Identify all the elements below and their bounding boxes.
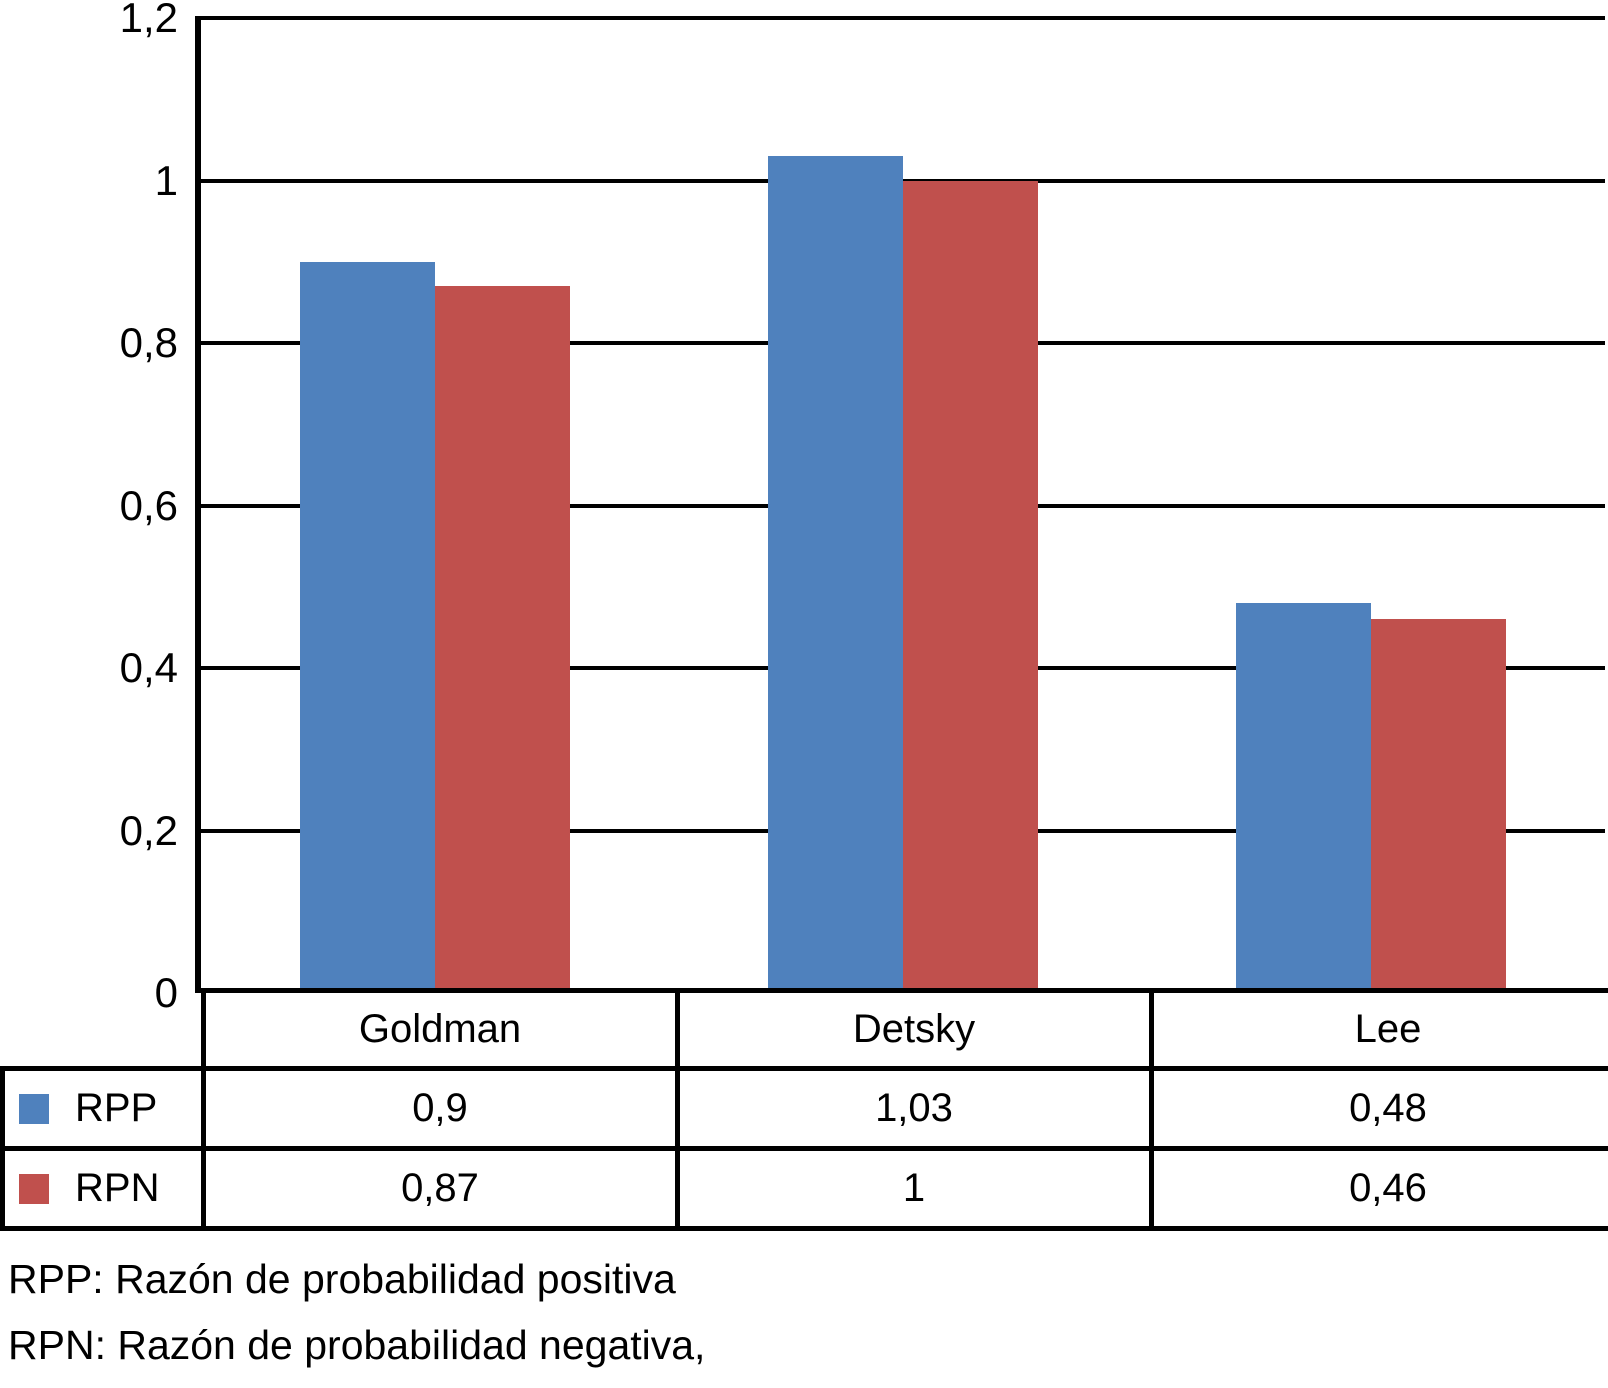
value-rpn-detsky: 1 (674, 1146, 1154, 1231)
y-tick-label-0,6: 0,6 (119, 481, 178, 529)
bar-rpn-goldman (435, 286, 570, 993)
rpp-legend-label: RPP (75, 1086, 158, 1130)
legend-cell-rpn: RPN (0, 1146, 206, 1231)
y-tick-label-1,2: 1,2 (119, 0, 178, 41)
plot-area: 0 0,2 0,4 0,6 0,8 1 1,2 (119, 0, 1605, 1016)
footnote-rpn-definition: RPN: Razón de probabilidad negativa, (8, 1322, 706, 1368)
value-rpn-lee: 0,46 (1148, 1146, 1608, 1231)
bar-rpn-detsky (903, 180, 1038, 993)
series-row-rpp: RPP 0,9 1,03 0,48 (0, 1066, 1608, 1151)
category-header-detsky: Detsky (674, 988, 1154, 1071)
chart-data-table: Goldman Detsky Lee RPP 0,9 1,03 0,48 RPN (0, 988, 1608, 1231)
corner-empty-cell (3, 991, 204, 1069)
bar-rpp-goldman (300, 261, 435, 993)
y-axis-line (195, 16, 201, 993)
bar-rpp-lee (1236, 603, 1371, 993)
rpn-legend-label: RPN (75, 1166, 160, 1210)
y-tick-label-0,4: 0,4 (119, 644, 178, 691)
y-tick-label-0,2: 0,2 (119, 806, 178, 854)
category-header-lee: Lee (1148, 988, 1608, 1071)
legend-cell-rpp: RPP (0, 1066, 206, 1151)
gridline-y-1,2 (195, 16, 1605, 20)
rpp-legend-swatch-icon (19, 1093, 49, 1124)
bar-rpp-detsky (768, 156, 903, 993)
footnote-rpp-definition: RPP: Razón de probabilidad positiva (8, 1256, 676, 1302)
rpn-legend-swatch-icon (19, 1173, 49, 1204)
value-rpp-detsky: 1,03 (674, 1066, 1154, 1151)
series-row-rpn: RPN 0,87 1 0,46 (0, 1146, 1608, 1231)
value-rpp-lee: 0,48 (1148, 1066, 1608, 1151)
y-tick-label-1: 1 (154, 156, 178, 204)
category-header-goldman: Goldman (200, 988, 680, 1071)
value-rpn-goldman: 0,87 (200, 1146, 680, 1231)
category-header-row: Goldman Detsky Lee (3, 988, 1608, 1071)
value-rpp-goldman: 0,9 (200, 1066, 680, 1151)
bar-rpn-lee (1371, 619, 1506, 993)
y-tick-label-0: 0 (154, 969, 178, 1016)
y-tick-label-0,8: 0,8 (119, 319, 178, 366)
